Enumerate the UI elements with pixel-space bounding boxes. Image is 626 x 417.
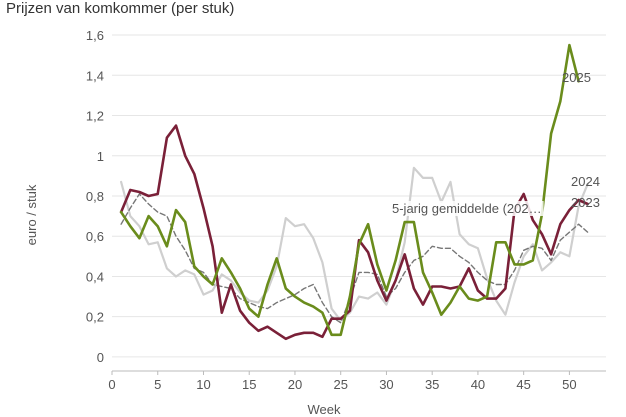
chart-title: Prijzen van komkommer (per stuk) bbox=[6, 0, 235, 17]
series-label-2025-group: 2025 bbox=[562, 70, 591, 85]
y-tick-labels: 0 0,2 0,4 0,6 0,8 1 1,2 1,4 1,6 bbox=[86, 28, 104, 365]
series-label-2024-group: 2024 bbox=[571, 174, 600, 189]
x-tick-label: 5 bbox=[154, 377, 161, 392]
y-tick-label: 0,6 bbox=[86, 229, 104, 244]
y-tick-label: 1 bbox=[97, 149, 104, 164]
gridlines bbox=[112, 34, 606, 358]
y-tick-label: 0 bbox=[97, 350, 104, 365]
series-label-2023: 2023 bbox=[571, 195, 600, 210]
x-tick-label: 0 bbox=[108, 377, 115, 392]
x-tick-label: 45 bbox=[516, 377, 530, 392]
x-tick-label: 50 bbox=[562, 377, 576, 392]
x-tick-label: 10 bbox=[196, 377, 210, 392]
series-labels: 2024 5-jarig gemiddelde (202… 2023 2025 bbox=[390, 70, 600, 216]
series-label-2025: 2025 bbox=[562, 70, 591, 85]
y-tick-label: 0,8 bbox=[86, 189, 104, 204]
series-2024-line bbox=[119, 166, 589, 322]
x-tick-labels: 0 5 10 15 20 25 30 35 40 45 50 bbox=[108, 371, 577, 392]
y-axis-title: euro / stuk bbox=[24, 184, 39, 245]
series-label-background bbox=[390, 201, 544, 216]
x-tick-label: 25 bbox=[333, 377, 347, 392]
y-tick-label: 1,6 bbox=[86, 28, 104, 43]
series-label-2023-group: 2023 bbox=[571, 195, 600, 210]
x-axis-title: Week bbox=[308, 402, 341, 417]
y-tick-label: 1,4 bbox=[86, 68, 104, 83]
x-tick-label: 40 bbox=[471, 377, 485, 392]
x-tick-label: 20 bbox=[288, 377, 302, 392]
x-tick-label: 30 bbox=[379, 377, 393, 392]
series-label-5yr-average: 5-jarig gemiddelde (202… bbox=[392, 201, 542, 216]
series-label-5yr-average-group: 5-jarig gemiddelde (202… bbox=[390, 201, 544, 216]
series-label-2024: 2024 bbox=[571, 174, 600, 189]
y-tick-label: 1,2 bbox=[86, 109, 104, 124]
series-2025-line bbox=[119, 43, 580, 337]
series-lines bbox=[119, 43, 590, 341]
x-tick-label: 35 bbox=[425, 377, 439, 392]
x-tick-label: 15 bbox=[242, 377, 256, 392]
y-tick-label: 0,4 bbox=[86, 269, 104, 284]
y-tick-label: 0,2 bbox=[86, 310, 104, 325]
